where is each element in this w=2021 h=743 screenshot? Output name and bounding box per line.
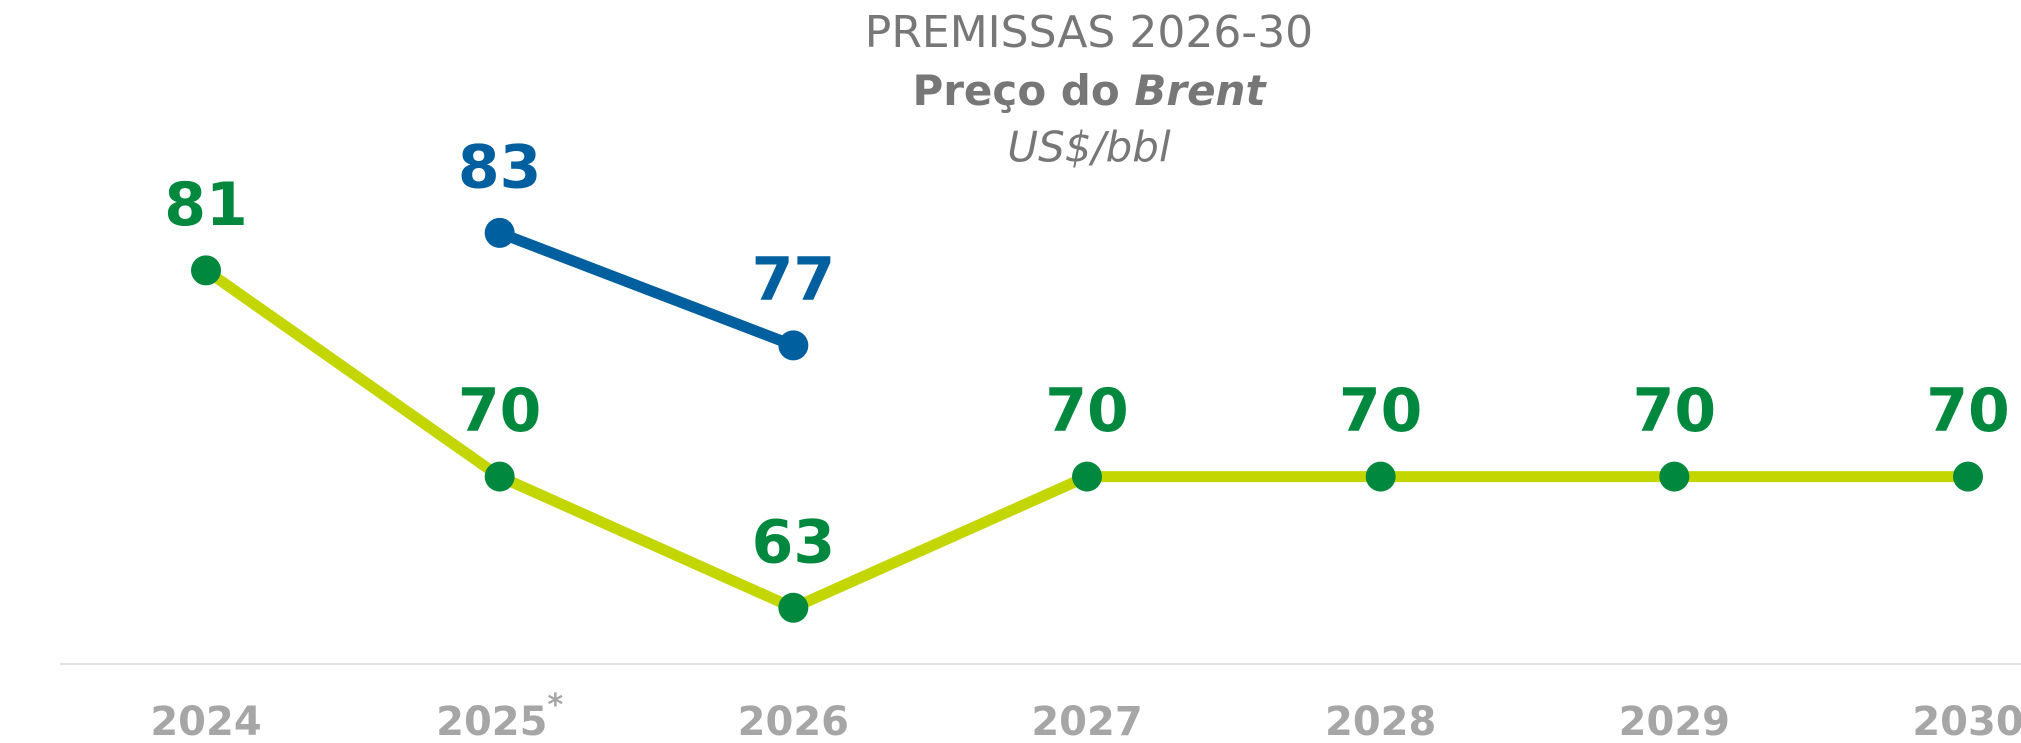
x-tick-label: 2028 xyxy=(1325,699,1436,743)
subtitle-text: Preço do xyxy=(912,66,1119,115)
data-label: 70 xyxy=(1339,376,1423,446)
series-line xyxy=(497,227,796,351)
subtitle-emphasis: Brent xyxy=(1134,66,1267,115)
point xyxy=(1659,461,1690,492)
data-label: 63 xyxy=(752,507,836,577)
chart-unit: US$/bbl xyxy=(1007,123,1171,172)
data-label: 70 xyxy=(1045,376,1129,446)
point xyxy=(1953,461,1983,492)
point xyxy=(484,461,515,492)
point xyxy=(778,330,809,361)
data-label: 77 xyxy=(752,245,836,315)
x-tick-label: 2030 xyxy=(1912,699,2021,743)
x-tick-label: 2029 xyxy=(1619,699,1730,743)
point xyxy=(778,592,809,623)
chart-subtitle: Preço do Brent xyxy=(912,66,1267,115)
point xyxy=(191,255,221,286)
x-tick-label: 2026 xyxy=(738,699,849,743)
x-tick-label: 2025* xyxy=(436,688,563,743)
point xyxy=(484,217,515,248)
point xyxy=(1072,461,1102,492)
footnote-marker: * xyxy=(547,688,563,723)
x-tick-label: 2024 xyxy=(150,699,261,743)
data-label: 70 xyxy=(458,376,542,446)
x-tick-label: 2027 xyxy=(1031,699,1142,743)
data-label: 70 xyxy=(1926,376,2010,446)
data-label: 83 xyxy=(458,133,542,203)
data-label: 81 xyxy=(164,170,248,240)
point xyxy=(1365,461,1396,492)
chart-title: PREMISSAS 2026-30 xyxy=(865,7,1313,58)
data-label: 70 xyxy=(1633,376,1717,446)
